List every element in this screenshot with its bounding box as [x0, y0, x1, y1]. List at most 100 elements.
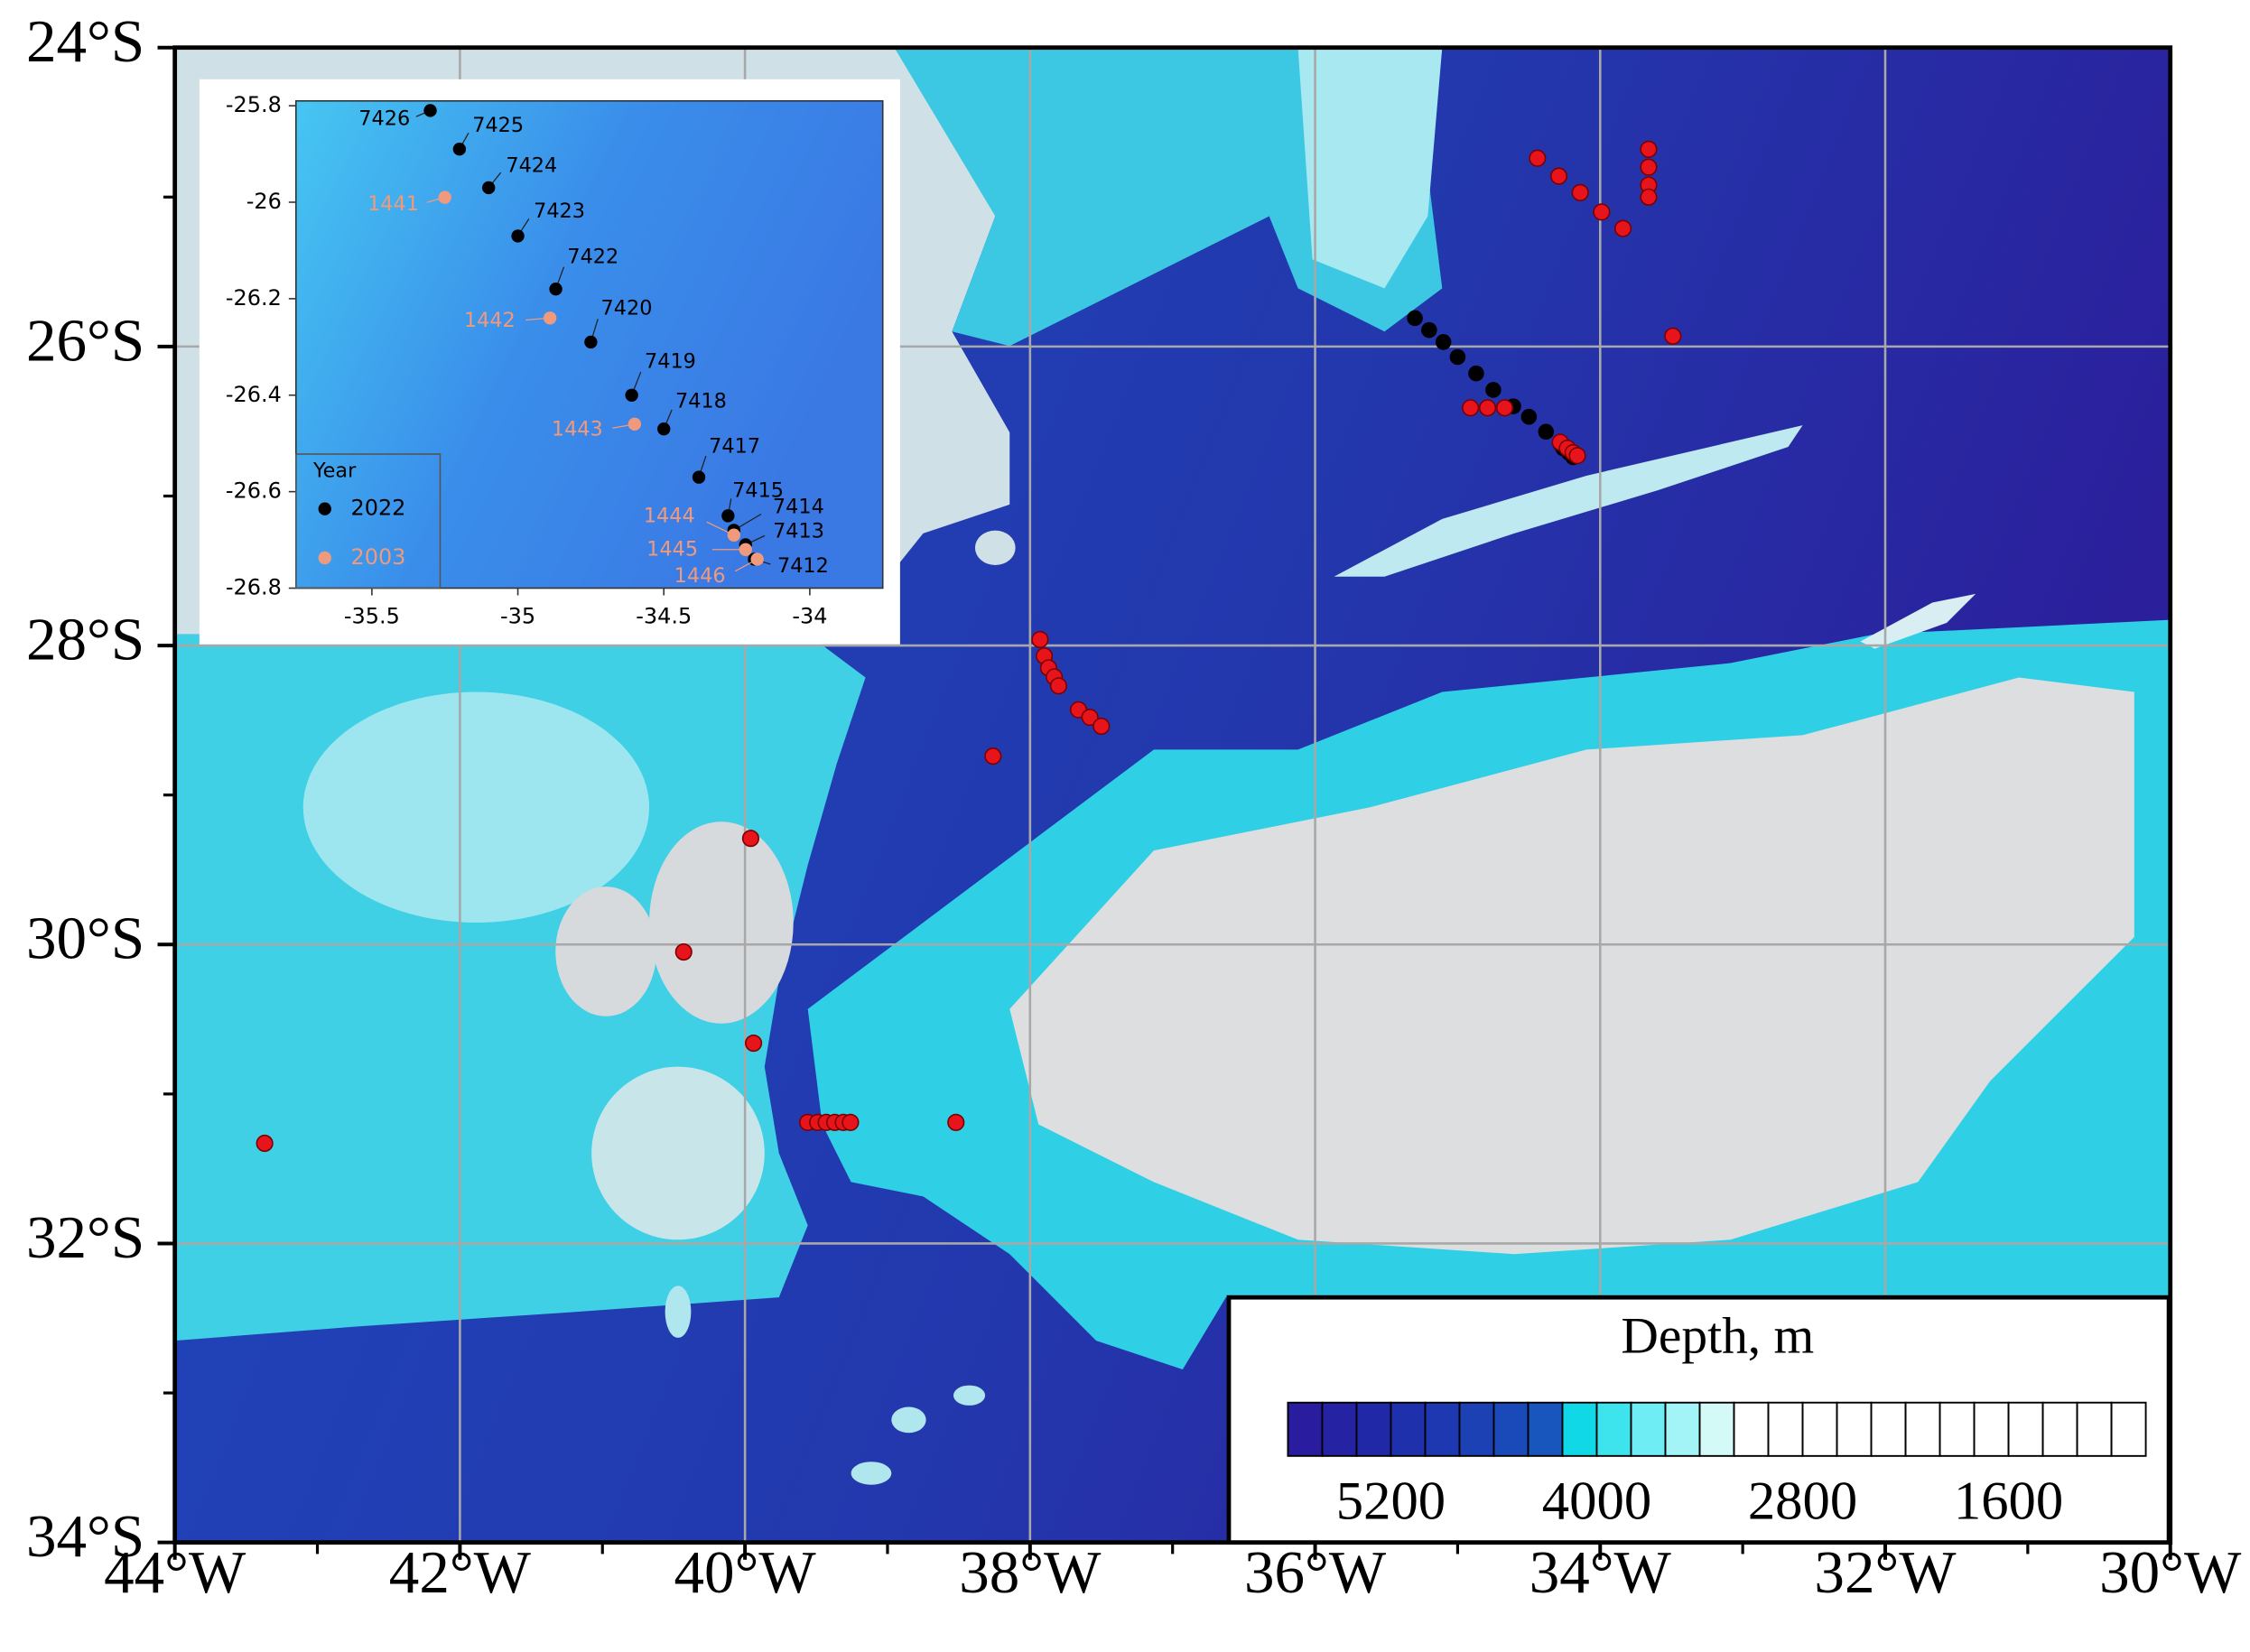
inset-point — [727, 528, 741, 542]
x-tick-label: 44°W — [104, 1538, 246, 1606]
station — [1664, 327, 1682, 345]
point-label: 7414 — [773, 495, 824, 518]
x-tick-label: 32°W — [1814, 1538, 1957, 1606]
y-tick-label: 24°S — [26, 7, 144, 75]
y-tick-label: 30°S — [26, 905, 144, 972]
legend-box — [295, 453, 442, 589]
station — [1640, 188, 1658, 206]
inset-y-tick-label: -26.6 — [226, 478, 282, 504]
color-box — [1767, 1401, 1804, 1457]
station — [1462, 399, 1480, 417]
shelf — [1297, 47, 1443, 289]
colorbar-tick-label: 2800 — [1748, 1471, 1857, 1532]
x-tick-label: 42°W — [389, 1538, 532, 1606]
point-label: 7419 — [645, 350, 696, 374]
station — [1049, 677, 1067, 695]
x-tick-label: 38°W — [959, 1538, 1102, 1606]
station-2022 — [1449, 348, 1466, 366]
inset-x-tick-label: -34 — [792, 603, 827, 628]
stations — [256, 140, 1682, 1153]
legend-label: 2003 — [350, 544, 405, 570]
colorbar-tick-label: 1600 — [1954, 1471, 2063, 1532]
station-2022 — [1407, 310, 1423, 327]
point-label: 7425 — [472, 114, 524, 137]
color-box — [2007, 1401, 2044, 1457]
point-label: 7415 — [732, 479, 784, 503]
colorbar-tick-label: 5200 — [1336, 1471, 1446, 1532]
color-box — [1973, 1401, 2010, 1457]
station-2022 — [1520, 408, 1538, 425]
point-label: 7413 — [773, 520, 824, 543]
point-label: 1442 — [464, 309, 516, 332]
inset-y-tick-label: -25.8 — [226, 92, 282, 117]
inset-y-tick-label: -26 — [246, 189, 282, 214]
y-tick-label: 26°S — [26, 306, 144, 374]
rise — [591, 1066, 765, 1240]
station-2022 — [1538, 423, 1555, 441]
rise — [649, 821, 794, 1024]
station — [1081, 708, 1099, 727]
point-label: 1446 — [674, 564, 726, 588]
station-2022 — [1435, 334, 1452, 350]
inset-point — [511, 229, 525, 243]
color-box — [1561, 1401, 1598, 1457]
station — [1478, 399, 1497, 417]
color-box — [1595, 1401, 1632, 1457]
ridge — [1334, 425, 1803, 577]
rise — [302, 691, 650, 923]
station — [1593, 203, 1611, 221]
x-tick-label: 30°W — [2099, 1538, 2242, 1606]
station — [1031, 630, 1049, 649]
station — [1640, 140, 1658, 158]
station-2022 — [1468, 365, 1484, 382]
color-box — [1424, 1401, 1461, 1457]
inset-point — [657, 422, 671, 436]
color-box — [1630, 1401, 1667, 1457]
color-box — [1698, 1401, 1735, 1457]
color-box — [1458, 1401, 1495, 1457]
rise — [555, 886, 657, 1016]
inset-point — [482, 181, 496, 195]
inset-frame — [295, 99, 884, 589]
station — [984, 747, 1002, 766]
point-label: 7412 — [777, 554, 829, 578]
inset-point — [452, 143, 467, 156]
color-box — [2076, 1401, 2113, 1457]
inset-point — [692, 470, 706, 484]
station — [1568, 447, 1586, 465]
station — [674, 942, 693, 961]
color-box — [1904, 1401, 1941, 1457]
station — [1092, 717, 1111, 736]
point-label: 7426 — [358, 107, 410, 131]
legend-marker — [318, 551, 331, 565]
inset-y-tick-label: -26.4 — [226, 382, 282, 407]
point-label: 1443 — [552, 418, 603, 441]
inset-point — [750, 552, 764, 566]
inset-y-tick-label: -26.2 — [226, 285, 282, 311]
inset-x-tick-label: -34.5 — [636, 603, 692, 628]
y-tick-label: 32°S — [26, 1203, 144, 1271]
legend-marker — [318, 502, 331, 515]
color-box — [1801, 1401, 1838, 1457]
inset-point — [549, 283, 562, 296]
inset-point — [438, 190, 451, 204]
point-label: 7420 — [601, 297, 653, 320]
color-box — [1390, 1401, 1427, 1457]
color-box — [1527, 1401, 1564, 1457]
point-label: 7417 — [709, 435, 760, 459]
legend-title: Depth, m — [1621, 1307, 1814, 1364]
inset-point — [543, 311, 557, 325]
point-label: 7422 — [567, 246, 618, 269]
station — [745, 1034, 763, 1053]
station — [1613, 219, 1632, 237]
station — [1571, 183, 1589, 201]
point-label: 1441 — [367, 192, 419, 216]
color-box — [1492, 1401, 1529, 1457]
inset-x-tick-label: -35 — [500, 603, 535, 628]
station — [841, 1113, 860, 1131]
color-box — [2110, 1401, 2147, 1457]
station — [741, 830, 760, 848]
inset-point — [628, 417, 642, 432]
